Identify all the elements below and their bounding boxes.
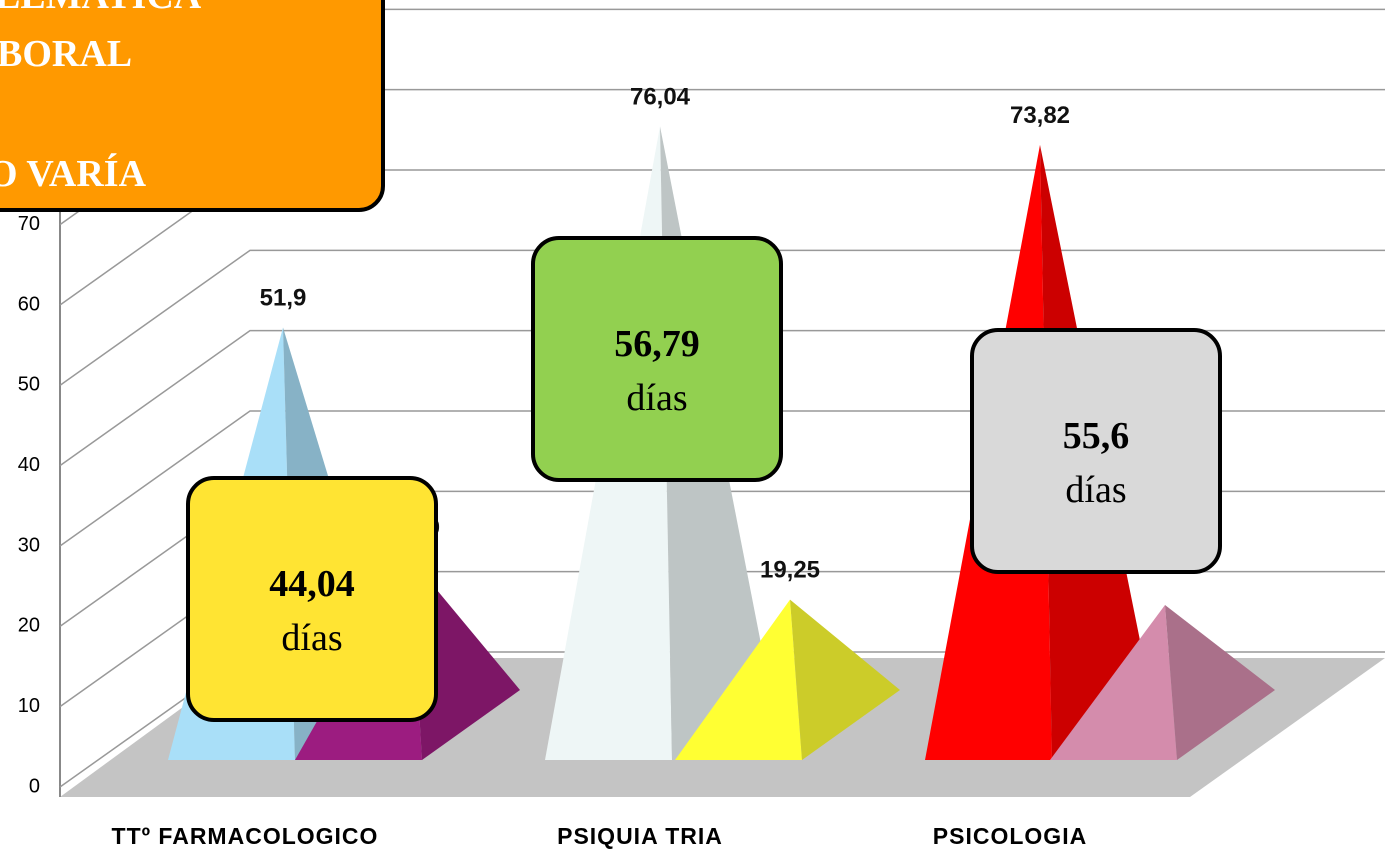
pyramid (675, 599, 900, 760)
value-label: 19,25 (760, 557, 820, 584)
callout-unit: días (281, 617, 342, 659)
y-tick-label: 20 (18, 615, 40, 637)
y-tick-label: 70 (18, 213, 40, 235)
x-tick-label: PSIQUIA TRIA (557, 823, 723, 849)
callout-unit: días (626, 377, 687, 419)
y-tick-label: 0 (29, 775, 40, 797)
y-tick-label: 50 (18, 374, 40, 396)
pyramid (1050, 605, 1275, 760)
banner-line: O VARÍA (0, 153, 147, 195)
overlay: TTº FARMACOLOGICO PSIQUIA TRIA PSICOLOGIA 4… (0, 0, 1222, 849)
callout-box (970, 328, 1222, 574)
y-tick-label: 60 (18, 293, 40, 315)
value-label: 51,9 (260, 285, 307, 312)
y-tick-label: 10 (18, 695, 40, 717)
callout-box (531, 236, 783, 482)
value-label: 73,82 (1010, 102, 1070, 129)
banner-box (0, 0, 385, 212)
x-tick-label: PSICOLOGIA (933, 823, 1087, 849)
banner-line: LEMATICA (0, 0, 202, 17)
callout-value: 44,04 (269, 563, 355, 605)
x-tick-label: TTº FARMACOLOGICO (112, 823, 379, 849)
callout-unit: días (1065, 469, 1126, 511)
callout-value: 55,6 (1063, 415, 1130, 457)
callout-value: 56,79 (614, 323, 700, 365)
banner-line: BORAL (0, 33, 132, 75)
value-label: 76,04 (630, 83, 691, 110)
pyramid-side-face (790, 599, 900, 760)
y-tick-label: 40 (18, 454, 40, 476)
pyramid-side-face (1165, 605, 1275, 760)
pyramid-front-face (1050, 605, 1177, 760)
callout-box (186, 476, 438, 722)
pyramid-front-face (675, 599, 802, 760)
grid-line (59, 249, 1385, 386)
y-tick-label: 30 (18, 534, 40, 556)
